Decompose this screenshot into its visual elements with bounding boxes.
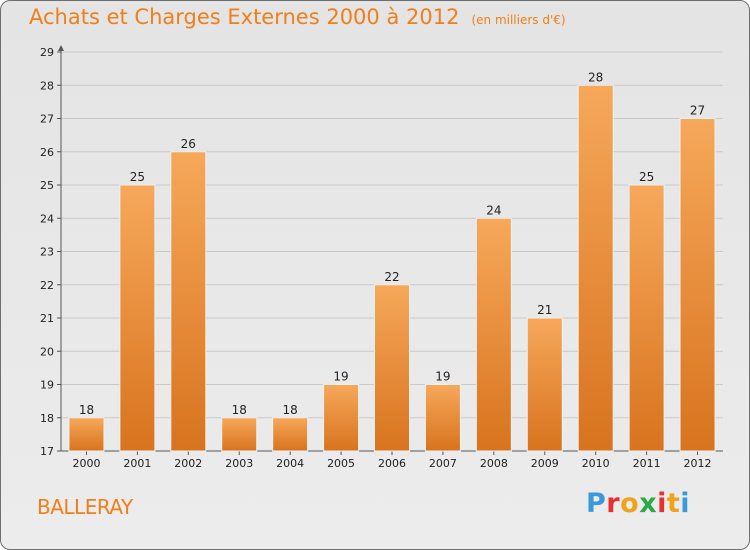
bar <box>119 184 156 452</box>
chart-title-text: Achats et Charges Externes 2000 à 2012 <box>29 5 460 29</box>
data-label: 25 <box>639 170 654 184</box>
y-tick-label: 25 <box>40 179 54 192</box>
logo-letter: x <box>639 488 658 519</box>
data-label: 28 <box>588 70 603 84</box>
data-label: 24 <box>486 203 501 217</box>
logo-letter: r <box>606 488 621 519</box>
bar <box>424 384 461 452</box>
y-tick-label: 22 <box>40 279 54 292</box>
y-tick-label: 28 <box>40 79 54 92</box>
x-tick-label: 2003 <box>225 457 253 470</box>
x-tick-label: 2007 <box>429 457 457 470</box>
x-tick-label: 2011 <box>633 457 661 470</box>
data-label: 18 <box>232 403 247 417</box>
bar <box>272 417 309 452</box>
proxiti-logo: Proxiti <box>586 488 690 519</box>
logo-letter: t <box>666 488 681 519</box>
data-label: 26 <box>181 137 196 151</box>
data-label: 21 <box>537 303 552 317</box>
data-label: 18 <box>283 403 298 417</box>
x-tick-label: 2004 <box>276 457 304 470</box>
chart-unit: (en milliers d'€) <box>471 13 566 27</box>
data-label: 19 <box>435 370 450 384</box>
chart-title: Achats et Charges Externes 2000 à 2012 (e… <box>29 5 566 29</box>
logo-letter: i <box>657 488 667 519</box>
y-tick-label: 19 <box>40 379 54 392</box>
labels: 17 18 19 20 21 22 23 24 25 26 27 28 29 18 2000 25 2001 26… <box>40 46 712 470</box>
logo-letter: o <box>620 488 640 519</box>
bar <box>475 217 512 452</box>
x-tick-label: 2012 <box>684 457 712 470</box>
bar <box>323 384 360 452</box>
town-name: BALLERAY <box>37 495 133 519</box>
y-tick-label: 17 <box>40 445 54 458</box>
data-label: 18 <box>79 403 94 417</box>
x-tick-label: 2006 <box>378 457 406 470</box>
y-tick-label: 26 <box>40 146 54 159</box>
data-label: 19 <box>333 370 348 384</box>
data-label: 22 <box>384 270 399 284</box>
bars <box>68 84 716 452</box>
y-tick-label: 29 <box>40 46 54 59</box>
y-axis-arrow <box>58 45 64 51</box>
y-tick-label: 18 <box>40 412 54 425</box>
bar <box>170 151 207 452</box>
y-tick-label: 23 <box>40 246 54 259</box>
bar <box>221 417 258 452</box>
x-tick-label: 2008 <box>480 457 508 470</box>
x-tick-label: 2000 <box>72 457 100 470</box>
logo-letter: i <box>680 488 691 519</box>
x-tick-label: 2005 <box>327 457 355 470</box>
y-tick-label: 21 <box>40 312 54 325</box>
x-tick-label: 2010 <box>582 457 610 470</box>
logo-letter: P <box>586 488 607 519</box>
bar <box>68 417 105 452</box>
bar <box>679 118 716 452</box>
y-tick-label: 20 <box>40 345 54 358</box>
bar <box>628 184 665 452</box>
x-tick-label: 2009 <box>531 457 559 470</box>
data-label: 27 <box>690 104 705 118</box>
x-tick-label: 2002 <box>174 457 202 470</box>
y-tick-label: 24 <box>40 212 54 225</box>
y-tick-label: 27 <box>40 113 54 126</box>
bar <box>577 84 614 452</box>
bar <box>374 284 410 452</box>
bar <box>526 317 563 452</box>
data-label: 25 <box>130 170 145 184</box>
x-tick-label: 2001 <box>123 457 151 470</box>
